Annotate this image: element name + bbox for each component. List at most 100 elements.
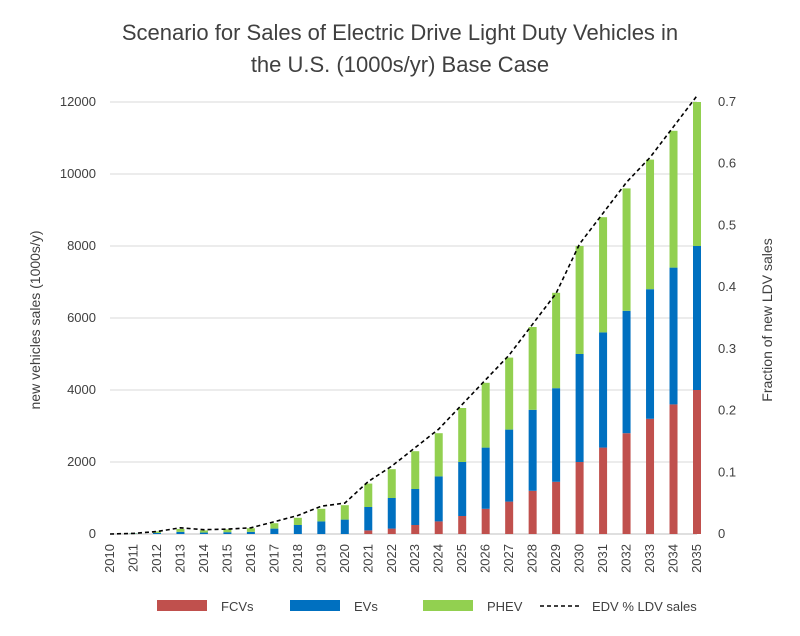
y2-tick-label: 0.7 — [718, 94, 736, 109]
gridlines — [110, 101, 697, 535]
bar-evs-2032 — [622, 310, 631, 434]
bar-evs-2025 — [458, 462, 467, 516]
bar-phev-2027 — [505, 357, 514, 430]
y2-tick-label: 0.3 — [718, 341, 736, 356]
x-tick-label: 2020 — [337, 544, 352, 573]
x-tick-label: 2035 — [689, 544, 704, 573]
x-tick-label: 2021 — [360, 544, 375, 573]
bar-evs-2027 — [505, 429, 514, 502]
bar-phev-2025 — [458, 408, 467, 462]
x-tick-label: 2026 — [478, 544, 493, 573]
y2-axis-ticks: 0 0.1 0.2 0.3 0.4 0.5 0.6 0.7 — [718, 94, 736, 541]
bar-evs-2013 — [176, 531, 185, 534]
y-tick-label: 4000 — [67, 382, 96, 397]
x-tick-label: 2015 — [219, 544, 234, 573]
bar-fcvs-2025 — [458, 516, 467, 534]
bar-phev-2016 — [246, 528, 255, 532]
bar-phev-2032 — [622, 188, 631, 311]
bar-fcvs-2031 — [599, 447, 608, 534]
bar-phev-2028 — [528, 327, 537, 410]
y-tick-label: 0 — [89, 526, 96, 541]
bar-evs-2035 — [693, 246, 701, 390]
y-axis-label: new vehicles sales (1000s/y) — [27, 231, 43, 410]
bar-fcvs-2027 — [505, 501, 514, 534]
bar-evs-2016 — [246, 531, 255, 534]
legend-label: PHEV — [487, 599, 523, 614]
bar-phev-2017 — [270, 523, 279, 529]
x-tick-label: 2016 — [243, 544, 258, 573]
bars — [129, 102, 701, 534]
x-tick-label: 2027 — [501, 544, 516, 573]
bar-evs-2026 — [481, 447, 490, 509]
bar-fcvs-2035 — [693, 390, 701, 534]
bar-phev-2034 — [669, 130, 678, 268]
bar-fcvs-2029 — [552, 481, 561, 534]
legend-label: EDV % LDV sales — [592, 599, 697, 614]
bar-evs-2031 — [599, 332, 608, 448]
x-tick-label: 2023 — [407, 544, 422, 573]
bar-evs-2018 — [293, 525, 302, 534]
bar-phev-2030 — [575, 246, 584, 354]
x-tick-label: 2033 — [642, 544, 657, 573]
x-tick-label: 2031 — [595, 544, 610, 573]
bar-phev-2031 — [599, 217, 608, 333]
y2-axis-label: Fraction of new LDV sales — [759, 238, 775, 401]
y-axis-ticks: 0 2000 4000 6000 8000 10000 12000 — [60, 94, 96, 541]
bar-phev-2013 — [176, 528, 185, 532]
y2-tick-label: 0.1 — [718, 464, 736, 479]
y-tick-label: 6000 — [67, 310, 96, 325]
bar-fcvs-2023 — [411, 525, 420, 534]
bar-phev-2023 — [411, 451, 420, 489]
x-tick-label: 2013 — [172, 544, 187, 573]
legend-label: EVs — [354, 599, 378, 614]
y-tick-label: 12000 — [60, 94, 96, 109]
x-tick-label: 2030 — [572, 544, 587, 573]
bar-phev-2018 — [293, 517, 302, 525]
bar-evs-2023 — [411, 489, 420, 525]
bar-evs-2017 — [270, 528, 279, 534]
x-tick-label: 2029 — [548, 544, 563, 573]
bar-fcvs-2021 — [364, 530, 373, 534]
bar-fcvs-2034 — [669, 404, 678, 534]
x-tick-label: 2012 — [149, 544, 164, 573]
bar-phev-2033 — [646, 159, 655, 290]
bar-phev-2014 — [199, 530, 208, 533]
x-tick-label: 2024 — [431, 544, 446, 573]
x-tick-label: 2017 — [266, 544, 281, 573]
bar-evs-2020 — [340, 519, 349, 534]
bar-evs-2014 — [199, 532, 208, 534]
bar-evs-2012 — [152, 532, 161, 534]
bar-evs-2019 — [317, 521, 326, 534]
bar-phev-2035 — [693, 102, 701, 246]
bar-fcvs-2026 — [481, 508, 490, 534]
edv-share-line — [109, 95, 698, 535]
bar-fcvs-2024 — [434, 521, 443, 534]
y-tick-label: 8000 — [67, 238, 96, 253]
bar-fcvs-2028 — [528, 490, 537, 534]
bar-phev-2012 — [152, 531, 161, 533]
y-tick-label: 10000 — [60, 166, 96, 181]
legend: FCVs EVs PHEV EDV % LDV sales — [157, 599, 697, 614]
bar-phev-2015 — [223, 529, 232, 533]
bar-fcvs-2030 — [575, 462, 584, 534]
bar-fcvs-2033 — [646, 418, 655, 534]
x-tick-label: 2028 — [525, 544, 540, 573]
bar-evs-2022 — [387, 498, 396, 529]
y2-tick-label: 0.5 — [718, 217, 736, 232]
y2-tick-label: 0.2 — [718, 403, 736, 418]
bar-evs-2021 — [364, 507, 373, 531]
legend-swatch-fcvs — [157, 600, 207, 611]
bar-evs-2024 — [434, 476, 443, 522]
x-tick-label: 2022 — [384, 544, 399, 573]
bar-phev-2024 — [434, 433, 443, 477]
legend-swatch-phev — [423, 600, 473, 611]
bar-evs-2015 — [223, 532, 232, 534]
bar-phev-2029 — [552, 292, 561, 389]
x-tick-label: 2018 — [290, 544, 305, 573]
y2-tick-label: 0.6 — [718, 156, 736, 171]
x-tick-label: 2032 — [619, 544, 634, 573]
bar-fcvs-2022 — [387, 528, 396, 534]
bar-phev-2019 — [317, 508, 326, 522]
chart-title-line2: the U.S. (1000s/yr) Base Case — [251, 52, 549, 77]
